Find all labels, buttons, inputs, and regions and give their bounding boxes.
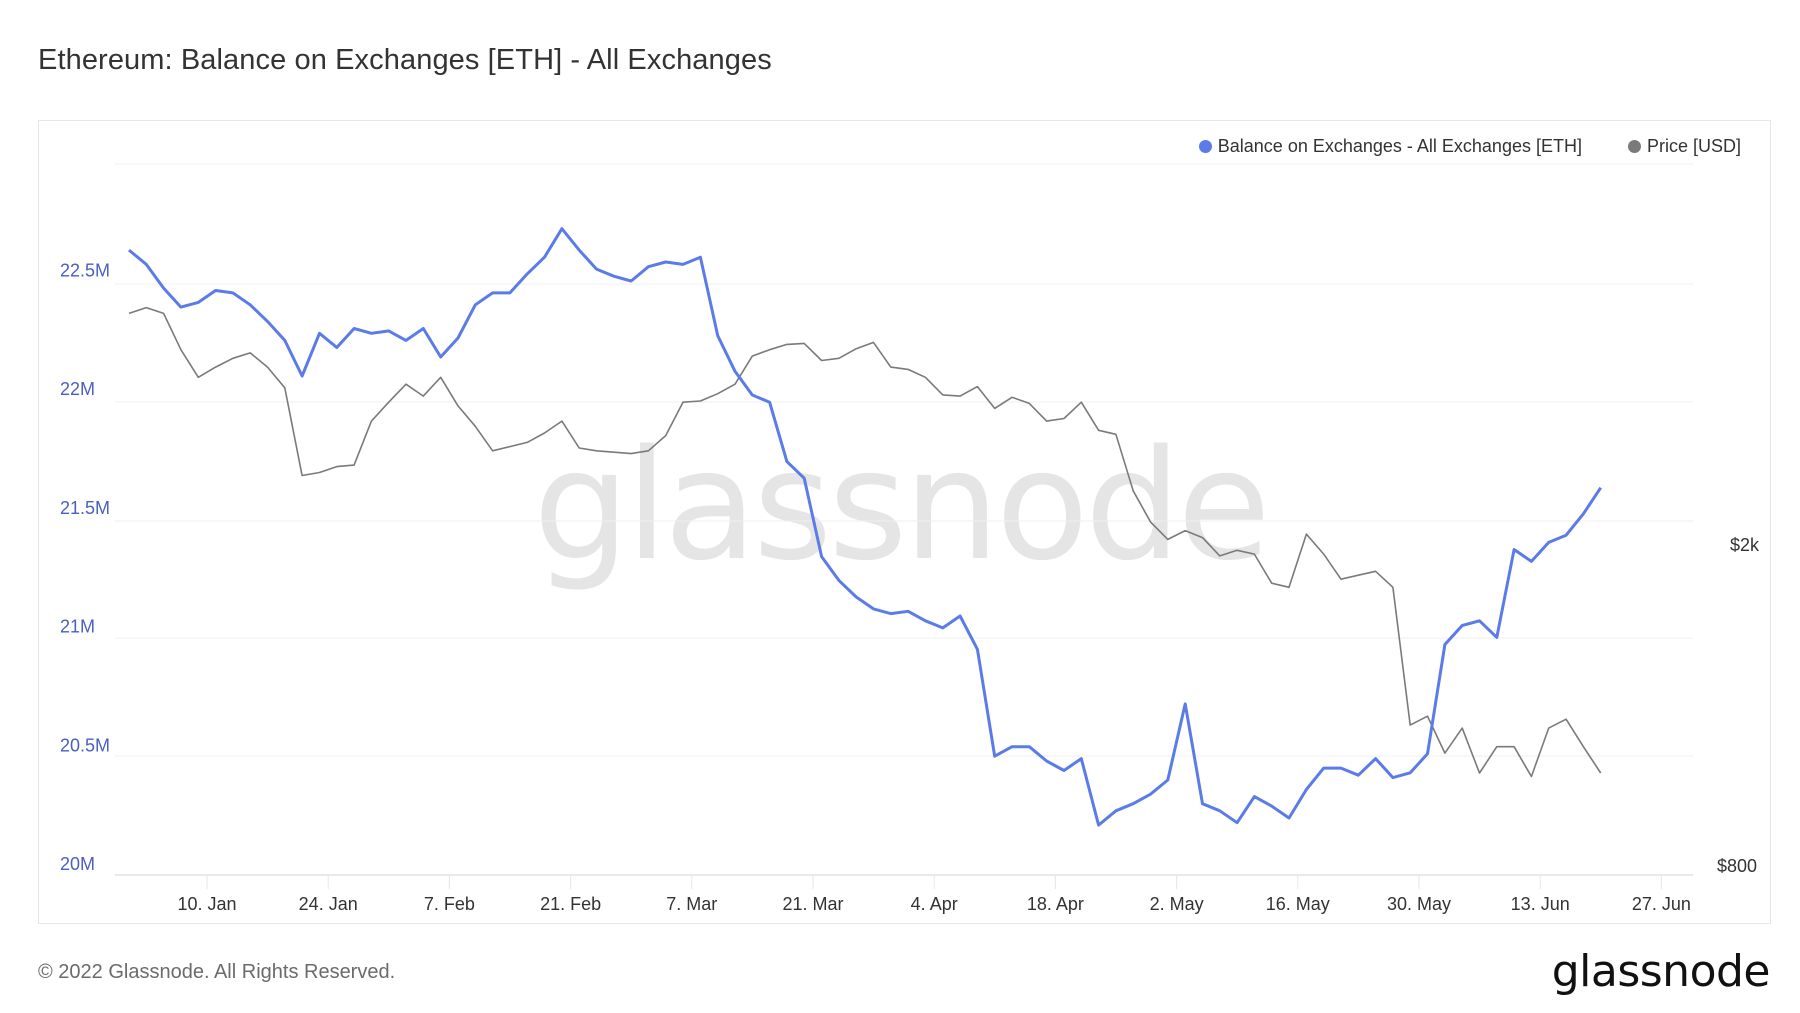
x-tick-label: 7. Mar bbox=[666, 894, 717, 914]
y-axis-left: 20M 20.5M 21M 21.5M 22M 22.5M bbox=[60, 261, 110, 875]
x-tick-label: 10. Jan bbox=[177, 894, 236, 914]
x-tick-label: 4. Apr bbox=[911, 894, 958, 914]
x-tick-label: 7. Feb bbox=[424, 894, 475, 914]
x-tick-label: 30. May bbox=[1387, 894, 1451, 914]
x-tick-label: 2. May bbox=[1150, 894, 1204, 914]
grid-lines bbox=[115, 163, 1693, 876]
watermark: glassnode bbox=[533, 417, 1271, 594]
balance-series-line[interactable] bbox=[128, 227, 1602, 827]
chart-legend: Balance on Exchanges - All Exchanges [ET… bbox=[1198, 136, 1741, 157]
chart-container bbox=[38, 120, 1771, 924]
price-series-line[interactable] bbox=[128, 306, 1602, 778]
x-tick-label: 21. Feb bbox=[540, 894, 601, 914]
y-tick-label: 20M bbox=[60, 854, 95, 874]
legend-label: Balance on Exchanges - All Exchanges [ET… bbox=[1217, 136, 1582, 156]
x-tick-label: 24. Jan bbox=[299, 894, 358, 914]
x-axis: 10. Jan 24. Jan 7. Feb 21. Feb 7. Mar 21. Mar… bbox=[177, 875, 1691, 914]
x-tick-label: 13. Jun bbox=[1511, 894, 1570, 914]
y-tick-label: 20.5M bbox=[60, 735, 110, 755]
legend-dot-icon bbox=[1198, 140, 1212, 153]
y-tick-label: 21.5M bbox=[60, 498, 110, 518]
x-tick-label: 18. Apr bbox=[1027, 894, 1084, 914]
svg-text:glassnode: glassnode bbox=[533, 417, 1267, 594]
legend-item-price[interactable]: Price [USD] bbox=[1627, 136, 1741, 157]
legend-item-balance[interactable]: Balance on Exchanges - All Exchanges [ET… bbox=[1198, 136, 1582, 157]
chart-title: Ethereum: Balance on Exchanges [ETH] - A… bbox=[38, 44, 772, 76]
y-right-tick-label: $2k bbox=[1730, 535, 1760, 555]
y-tick-label: 21M bbox=[60, 617, 95, 637]
y-right-tick-label: $800 bbox=[1717, 856, 1757, 876]
y-tick-label: 22.5M bbox=[60, 261, 110, 281]
y-tick-label: 22M bbox=[60, 379, 95, 399]
legend-dot-icon bbox=[1627, 140, 1641, 153]
x-tick-label: 27. Jun bbox=[1632, 894, 1691, 914]
x-tick-label: 21. Mar bbox=[782, 894, 843, 914]
glassnode-logo[interactable]: glassnode bbox=[1551, 946, 1771, 997]
legend-label: Price [USD] bbox=[1646, 136, 1741, 156]
x-tick-label: 16. May bbox=[1266, 894, 1330, 914]
y-axis-right: $800 $2k bbox=[1717, 535, 1760, 876]
copyright-text: © 2022 Glassnode. All Rights Reserved. bbox=[38, 961, 396, 983]
